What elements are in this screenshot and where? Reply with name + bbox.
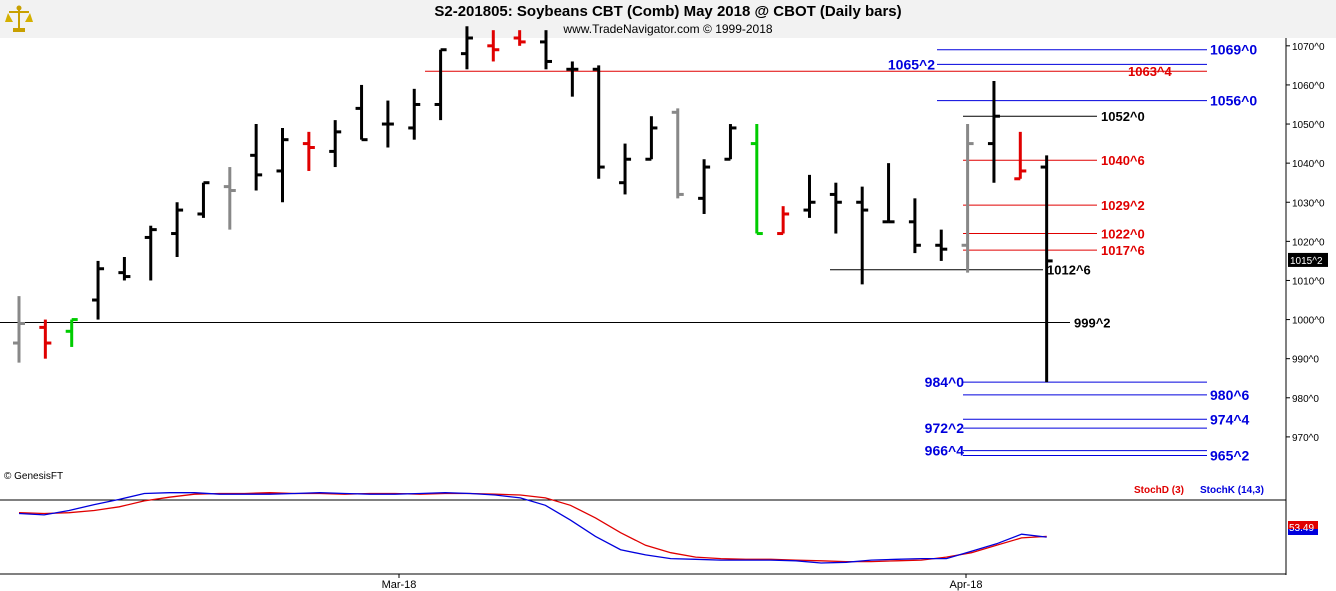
y-tick-label: 1050^0 — [1292, 120, 1325, 131]
ohlc-bar — [487, 30, 500, 62]
level-label-1022^0: 1022^0 — [1101, 227, 1145, 242]
level-label-1012^6: 1012^6 — [1047, 263, 1091, 278]
ohlc-bar — [777, 206, 790, 236]
stochastic-panel: StochD (3) StochK (14,3) 53.49 — [18, 485, 1318, 564]
level-label-965^2: 965^2 — [1210, 447, 1250, 463]
ohlc-bar — [329, 120, 342, 168]
ohlc-bar — [144, 225, 157, 281]
level-label-966^4: 966^4 — [925, 443, 965, 459]
ohlc-bar — [171, 202, 184, 257]
y-tick-label: 1030^0 — [1292, 198, 1325, 209]
chart-frame — [0, 38, 1287, 575]
ohlc-bar — [908, 198, 921, 254]
series-line-StochD (3) — [18, 492, 1047, 563]
ohlc-bar — [724, 124, 737, 161]
level-label-1065^2: 1065^2 — [888, 56, 935, 72]
legend-stochk: StochK (14,3) — [1200, 485, 1264, 496]
level-label-1056^0: 1056^0 — [1210, 93, 1257, 109]
ohlc-bar — [987, 81, 1000, 183]
ohlc-bar — [750, 124, 763, 236]
ohlc-bar — [223, 167, 236, 230]
date-axis: Mar-18 Apr-18 — [382, 574, 983, 591]
level-label-980^6: 980^6 — [1210, 387, 1250, 403]
scales-of-justice-icon — [5, 5, 33, 32]
price-axis: 970^0 980^0 990^0 1000^0 1010^0 1020^0 1030^0 1… — [1286, 42, 1328, 444]
ohlc-bar — [92, 260, 105, 320]
last-price-label: 1015^2 — [1290, 256, 1323, 267]
series-line-StochK (14,3) — [18, 492, 1047, 564]
ohlc-bar — [803, 174, 816, 218]
oscillator-value-box — [1288, 521, 1318, 529]
ohlc-bar — [381, 100, 394, 148]
ohlc-bar — [961, 124, 974, 273]
level-label-1063^4: 1063^4 — [1128, 64, 1173, 79]
last-price-box — [1288, 252, 1328, 267]
y-tick-label: 1010^0 — [1292, 276, 1325, 287]
level-label-974^4: 974^4 — [1210, 411, 1250, 427]
ohlc-bar — [935, 229, 948, 261]
ohlc-bar — [829, 182, 842, 234]
ohlc-bar — [592, 65, 605, 179]
price-levels: 1069^0 1065^2 1063^4 1056^0 1052^0 1040^6 1029… — [0, 42, 1257, 463]
ohlc-bar — [13, 296, 25, 363]
ohlc-bar — [882, 163, 895, 224]
legend-stochd: StochD (3) — [1134, 485, 1184, 496]
level-label-1017^6: 1017^6 — [1101, 243, 1145, 258]
ohlc-bar — [65, 318, 78, 347]
ohlc-bar — [276, 127, 289, 203]
ohlc-bar — [460, 26, 473, 70]
chart-title: S2-201805: Soybeans CBT (Comb) May 2018 … — [434, 3, 902, 20]
watermark: © GenesisFT — [4, 471, 63, 482]
level-label-1069^0: 1069^0 — [1210, 42, 1257, 58]
ohlc-bar — [434, 48, 447, 121]
chart-subtitle: www.TradeNavigator.com © 1999-2018 — [563, 22, 773, 36]
ohlc-bar — [619, 143, 632, 195]
level-label-984^0: 984^0 — [925, 374, 965, 390]
ohlc-bar — [1014, 131, 1027, 181]
oscillator-last-value: 53.49 — [1289, 523, 1314, 534]
ohlc-bar — [698, 159, 711, 214]
oscillator-value-box-blue — [1288, 529, 1318, 535]
x-tick-label: Apr-18 — [949, 579, 982, 591]
ohlc-bar — [250, 124, 263, 191]
ohlc-bar — [197, 181, 210, 218]
ohlc-bar — [39, 319, 52, 359]
ohlc-bar — [355, 84, 368, 142]
y-tick-label: 970^0 — [1292, 433, 1319, 444]
x-tick-label: Mar-18 — [382, 579, 417, 591]
y-tick-label: 1020^0 — [1292, 237, 1325, 248]
chart-header: S2-201805: Soybeans CBT (Comb) May 2018 … — [0, 0, 1336, 38]
y-tick-label: 1070^0 — [1292, 42, 1325, 53]
ohlc-bar — [1040, 155, 1053, 383]
level-label-1029^2: 1029^2 — [1101, 198, 1145, 213]
level-label-999^2: 999^2 — [1074, 316, 1111, 331]
ohlc-bar — [408, 88, 421, 140]
y-tick-label: 1060^0 — [1292, 81, 1325, 92]
level-label-1040^6: 1040^6 — [1101, 153, 1145, 168]
level-label-972^2: 972^2 — [925, 420, 965, 436]
ohlc-bar — [645, 116, 658, 161]
ohlc-bar — [540, 30, 552, 70]
y-tick-label: 990^0 — [1292, 355, 1319, 366]
ohlc-bar — [118, 257, 131, 281]
price-bars — [13, 26, 1053, 383]
ohlc-bar — [856, 186, 869, 285]
ohlc-bar — [566, 61, 579, 97]
y-tick-label: 1040^0 — [1292, 159, 1325, 170]
ohlc-bar — [513, 30, 526, 46]
level-label-1052^0: 1052^0 — [1101, 109, 1145, 124]
ohlc-bar — [671, 108, 684, 199]
y-tick-label: 980^0 — [1292, 394, 1319, 405]
y-tick-label: 1000^0 — [1292, 316, 1325, 327]
ohlc-bar — [302, 131, 315, 171]
